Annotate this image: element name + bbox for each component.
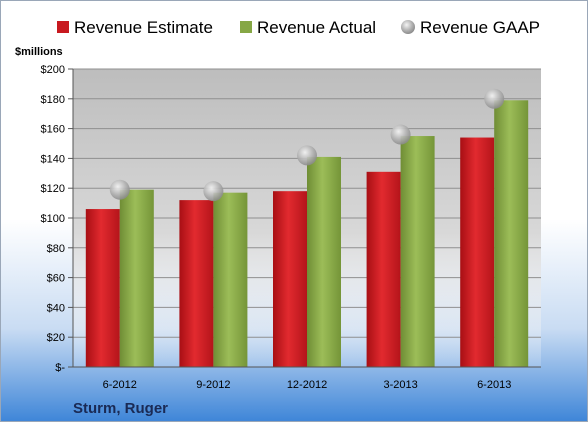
bar-revenue-estimate: [366, 171, 401, 367]
x-axis-ticks: 6-2012 9-2012 12-2012 3-2013 6-2013: [73, 366, 541, 391]
y-tick-label: $60: [47, 273, 65, 285]
y-tick-label: $20: [47, 332, 65, 344]
y-axis-label: $millions: [15, 46, 63, 58]
legend-swatch-estimate: [57, 21, 69, 33]
marker-revenue-gaap: [109, 179, 130, 200]
marker-revenue-gaap: [297, 145, 317, 166]
legend-label-gaap: Revenue GAAP: [420, 18, 540, 37]
bar-revenue-actual: [494, 100, 529, 367]
y-tick-label: $120: [41, 183, 65, 195]
legend-label-actual: Revenue Actual: [257, 18, 376, 37]
marker-revenue-gaap: [484, 88, 505, 109]
legend-label-estimate: Revenue Estimate: [74, 18, 213, 37]
y-tick-label: $100: [41, 213, 65, 225]
y-tick-label: $140: [41, 153, 65, 165]
bar-revenue-actual: [400, 136, 435, 367]
y-tick-label: $160: [41, 124, 65, 136]
y-tick-label: $180: [41, 94, 65, 106]
marker-revenue-gaap: [390, 124, 411, 145]
y-tick-label: $80: [47, 243, 65, 255]
legend: Revenue Estimate Revenue Actual Revenue …: [57, 18, 540, 37]
bar-revenue-estimate: [85, 209, 120, 367]
bar-revenue-actual: [213, 192, 248, 367]
x-tick-label: 3-2013: [383, 379, 417, 391]
bar-revenue-actual: [119, 189, 154, 367]
x-tick-label: 6-2012: [103, 379, 137, 391]
marker-revenue-gaap: [203, 181, 224, 202]
company-name: Sturm, Ruger: [73, 400, 168, 417]
bars: [85, 100, 529, 367]
x-tick-label: 12-2012: [287, 379, 327, 391]
bar-revenue-estimate: [273, 191, 307, 367]
bar-revenue-actual: [307, 156, 341, 367]
x-tick-label: 9-2012: [196, 379, 230, 391]
gaap-markers: [109, 88, 505, 202]
y-tick-label: $200: [41, 64, 65, 76]
legend-swatch-actual: [240, 21, 252, 33]
y-tick-label: $40: [47, 302, 65, 314]
bar-revenue-estimate: [460, 137, 495, 367]
y-axis-ticks: $- $20 $40 $60 $80 $100 $120 $140 $160 $180 $200: [41, 64, 74, 374]
y-tick-label: $-: [55, 362, 65, 374]
x-tick-label: 6-2013: [477, 379, 511, 391]
legend-swatch-gaap: [401, 20, 415, 34]
bar-revenue-estimate: [179, 200, 214, 367]
